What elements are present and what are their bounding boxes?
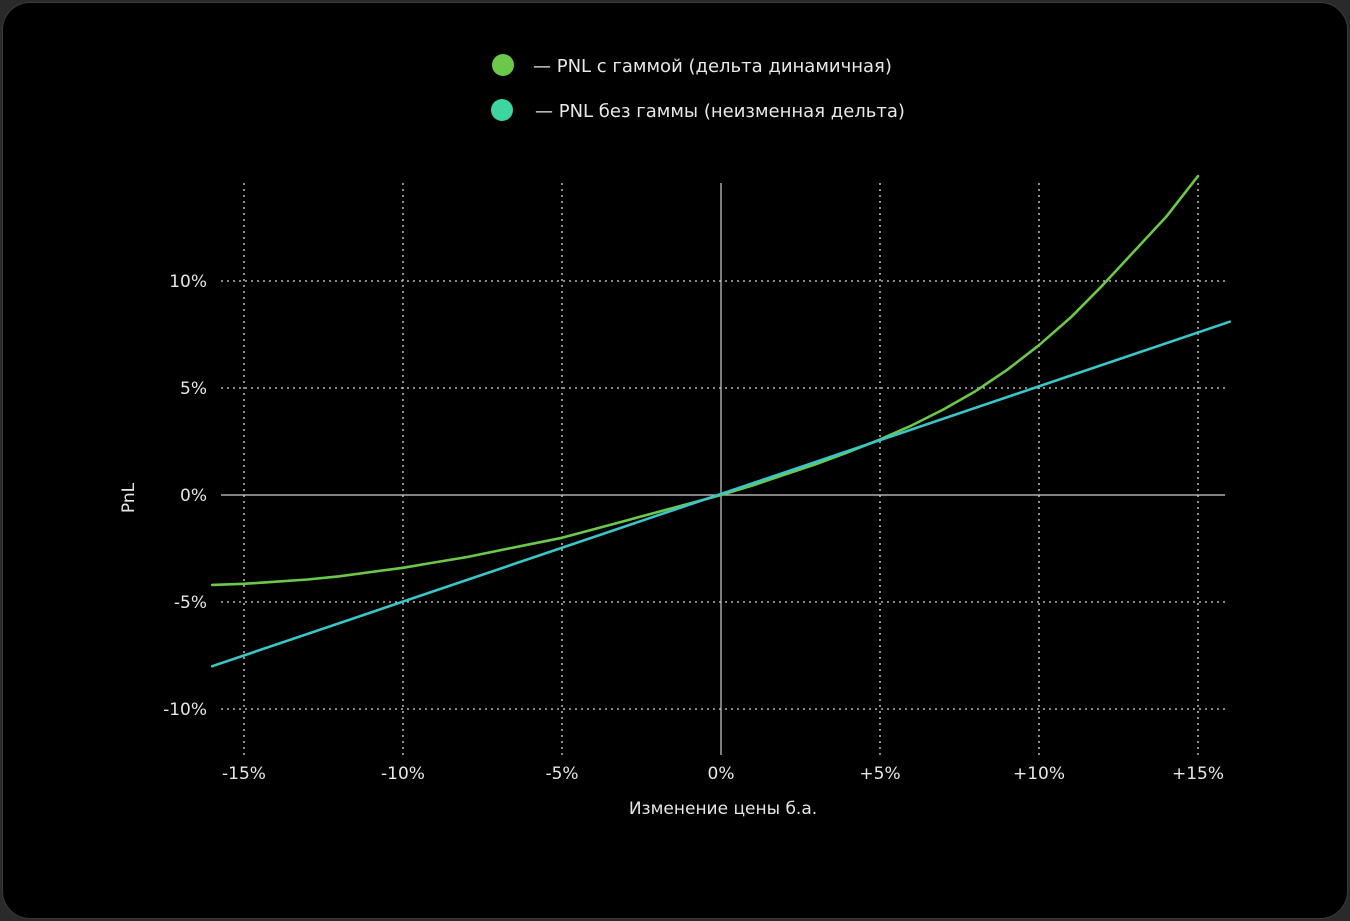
x-tick-label: +5% <box>859 764 900 784</box>
x-tick-label: 0% <box>708 764 735 784</box>
axes <box>221 183 1225 755</box>
x-tick-label: -5% <box>545 764 578 784</box>
legend-label-gamma: — PNL с гаммой (дельта динамичная) <box>533 56 892 77</box>
legend: — PNL с гаммой (дельта динамичная) — PNL… <box>491 54 905 122</box>
grid <box>221 183 1225 755</box>
y-tick-label: -5% <box>174 593 207 613</box>
y-tick-label: 0% <box>180 486 207 506</box>
series-lines <box>210 174 1232 668</box>
series-line-no-gamma <box>210 320 1232 668</box>
legend-label-no-gamma: — PNL без гаммы (неизменная дельта) <box>535 101 905 122</box>
tick-labels: -15% -10% -5% 0% +5% +10% +15% 10% 5% 0% -5% -10% <box>163 272 1224 784</box>
pnl-chart: — PNL с гаммой (дельта динамичная) — PNL… <box>119 54 1232 819</box>
x-tick-label: -10% <box>381 764 425 784</box>
x-tick-label: -15% <box>222 764 266 784</box>
y-tick-label: 5% <box>180 379 207 399</box>
x-tick-label: +15% <box>1172 764 1224 784</box>
x-axis-title: Изменение цены б.а. <box>629 799 817 819</box>
y-tick-label: 10% <box>169 272 207 292</box>
series-line-gamma <box>210 174 1200 587</box>
legend-marker-gamma <box>492 54 514 76</box>
y-axis-title: PnL <box>119 482 139 513</box>
legend-marker-no-gamma <box>491 99 513 121</box>
y-tick-label: -10% <box>163 700 207 720</box>
x-tick-label: +10% <box>1013 764 1065 784</box>
